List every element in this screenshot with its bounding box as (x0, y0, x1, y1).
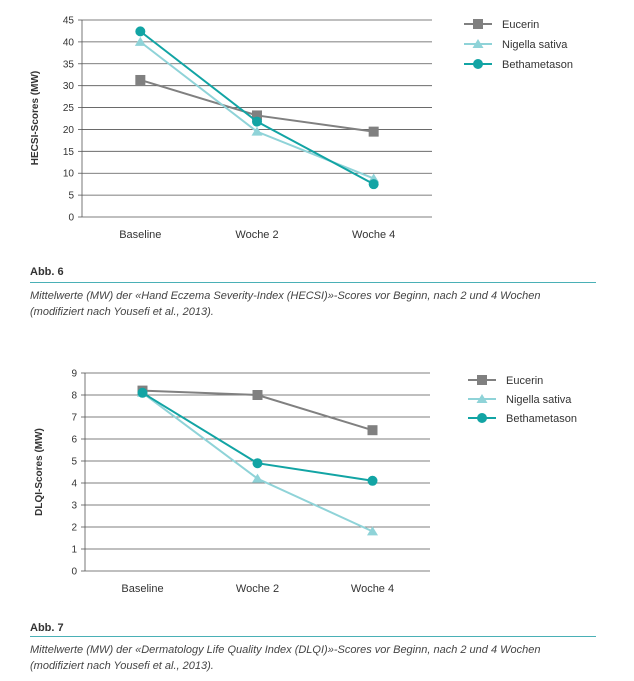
y-tick-label: 30 (63, 81, 75, 92)
y-tick-label: 20 (63, 125, 75, 136)
legend-label-3: Bethametason (502, 59, 573, 71)
series-line-2 (139, 41, 375, 180)
data-point-series-1 (252, 390, 263, 400)
dlqi-line-chart: 0 1 2 3 4 5 6 7 8 9 Baseline Woche 2 Woche 4 DLQI-Sco… (34, 369, 577, 596)
data-point-series-2 (251, 126, 263, 136)
y-tick-label: 4 (71, 479, 77, 490)
x-category-label: Baseline (121, 583, 163, 595)
caption-divider (30, 636, 596, 637)
y-axis-title: DLQI-Scores (MW) (34, 428, 45, 516)
data-point-series-2 (252, 473, 263, 483)
legend-marker-2 (476, 394, 488, 403)
figure-label: Abb. 6 (30, 266, 64, 278)
y-tick-label: 5 (68, 191, 74, 202)
y-tick-label: 3 (71, 501, 77, 512)
y-tick-label: 35 (63, 59, 75, 70)
y-tick-label: 0 (71, 567, 77, 578)
data-point-series-3 (135, 26, 146, 37)
legend-label-3: Bethametason (506, 413, 577, 425)
y-tick-label: 6 (71, 435, 77, 446)
y-tick-label: 0 (68, 213, 74, 224)
data-point-series-3 (368, 179, 379, 190)
figure-caption: Mittelwerte (MW) der «Dermatology Life Q… (30, 642, 610, 674)
figure-caption: Mittelwerte (MW) der «Hand Eczema Severi… (30, 288, 610, 320)
legend-label-2: Nigella sativa (502, 39, 568, 51)
legend-label-2: Nigella sativa (506, 394, 572, 406)
x-category-label: Woche 2 (236, 583, 279, 595)
caption-line-1: Mittelwerte (MW) der «Hand Eczema Severi… (30, 290, 541, 302)
x-category-label: Baseline (119, 229, 161, 241)
data-point-series-2 (367, 526, 378, 536)
caption-line-2: (modifiziert nach Yousefi et al., 2013). (30, 660, 214, 672)
legend-marker-2 (472, 39, 484, 48)
figure-dlqi: 0 1 2 3 4 5 6 7 8 9 Baseline Woche 2 Woche 4 DLQI-Sco… (0, 360, 634, 681)
y-tick-label: 8 (71, 391, 77, 402)
y-tick-label: 40 (63, 37, 75, 48)
legend-marker-1 (473, 19, 483, 29)
figure-hecsi: 0 5 10 15 20 25 30 35 40 45 Baseline Woche 2 Woche 4… (0, 0, 634, 330)
y-tick-label: 2 (71, 523, 77, 534)
legend-marker-3 (473, 59, 483, 69)
data-point-series-1 (368, 126, 379, 137)
y-tick-label: 7 (71, 413, 77, 424)
data-point-series-3 (252, 458, 263, 469)
x-category-label: Woche 4 (351, 583, 394, 595)
legend-label-1: Eucerin (506, 375, 543, 387)
figure-label: Abb. 7 (30, 622, 64, 634)
data-point-series-3 (137, 387, 148, 398)
y-tick-label: 5 (71, 457, 77, 468)
caption-line-2: (modifiziert nach Yousefi et al., 2013). (30, 306, 214, 318)
y-tick-label: 10 (63, 169, 75, 180)
y-tick-label: 9 (71, 369, 77, 380)
x-category-label: Woche 2 (235, 229, 278, 241)
hecsi-line-chart: 0 5 10 15 20 25 30 35 40 45 Baseline Woche 2 Woche 4… (30, 16, 573, 242)
y-tick-label: 45 (63, 16, 75, 27)
x-category-label: Woche 4 (352, 229, 395, 241)
legend-label-1: Eucerin (502, 19, 539, 31)
data-point-series-3 (252, 116, 262, 127)
legend-marker-3 (477, 413, 487, 423)
y-tick-label: 1 (71, 545, 77, 556)
data-point-series-3 (367, 475, 378, 486)
y-tick-label: 25 (63, 103, 75, 114)
caption-line-1: Mittelwerte (MW) der «Dermatology Life Q… (30, 644, 541, 656)
caption-divider (30, 282, 596, 283)
data-point-series-1 (252, 110, 262, 121)
data-point-series-1 (135, 74, 146, 85)
y-axis-title: HECSI-Scores (MW) (30, 71, 41, 165)
data-point-series-1 (367, 425, 378, 436)
y-tick-label: 15 (63, 147, 75, 158)
data-point-series-2 (134, 36, 146, 46)
legend-marker-1 (477, 375, 487, 385)
